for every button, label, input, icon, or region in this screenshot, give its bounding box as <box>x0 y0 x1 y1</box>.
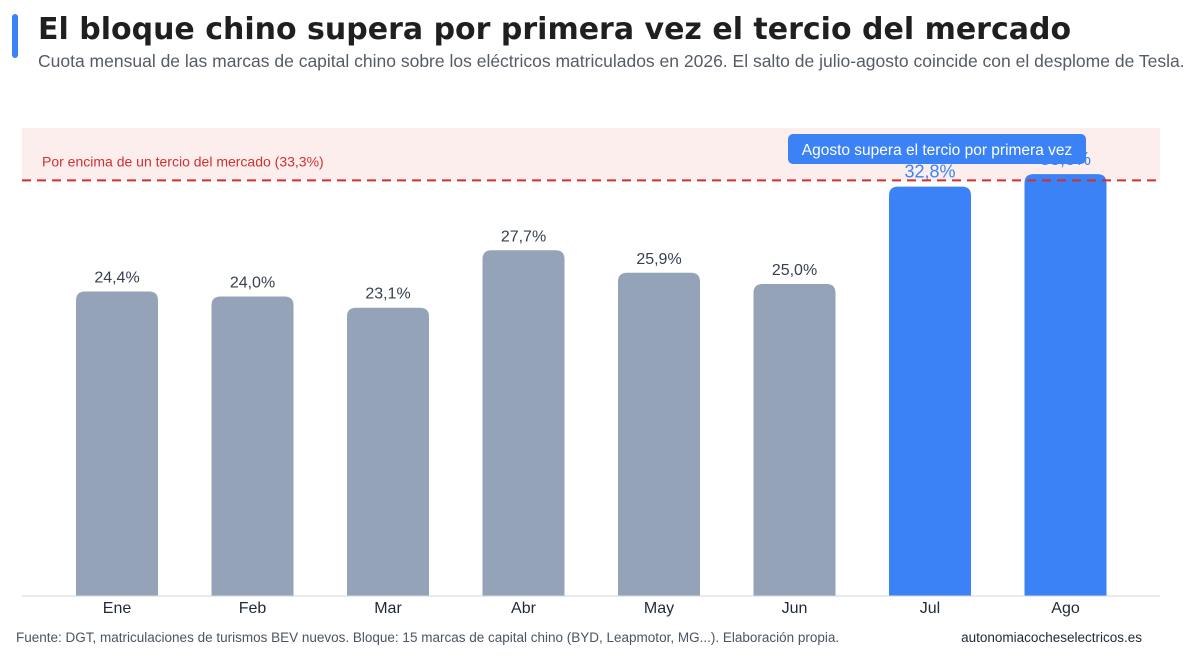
value-label-jun: 25,0% <box>772 262 817 279</box>
x-tick-label-abr: Abr <box>511 600 537 617</box>
chart-subtitle: Cuota mensual de las marcas de capital c… <box>38 51 1185 71</box>
bar-feb <box>211 296 294 596</box>
x-tick-label-ene: Ene <box>103 600 132 617</box>
bar-abr <box>482 250 565 596</box>
value-label-jul: 32,8% <box>904 162 955 182</box>
x-tick-label-mar: Mar <box>374 600 402 617</box>
bar-jun <box>753 284 836 596</box>
x-tick-label-feb: Feb <box>239 600 267 617</box>
x-tick-label-jun: Jun <box>782 600 808 617</box>
value-label-feb: 24,0% <box>230 274 275 291</box>
title-accent-bar <box>12 14 18 58</box>
bar-ene <box>76 291 158 596</box>
bar-may <box>618 272 700 596</box>
value-label-may: 25,9% <box>636 251 681 268</box>
annotation-box <box>788 134 1086 164</box>
value-label-mar: 23,1% <box>365 286 410 303</box>
x-tick-label-may: May <box>644 600 674 617</box>
x-tick-label-jul: Jul <box>920 600 940 617</box>
threshold-label: Por encima de un tercio del mercado (33,… <box>42 153 324 169</box>
source-note: Fuente: DGT, matriculaciones de turismos… <box>16 630 840 645</box>
value-label-abr: 27,7% <box>501 228 546 245</box>
annotation-text: Agosto supera el tercio por primera vez <box>802 142 1073 159</box>
x-tick-label-ago: Ago <box>1051 600 1080 617</box>
chart-title: El bloque chino supera por primera vez e… <box>38 12 1072 47</box>
bar-jul <box>889 186 971 596</box>
site-credit: autonomiacocheselectricos.es <box>961 630 1142 645</box>
bar-mar <box>347 307 429 596</box>
value-label-ene: 24,4% <box>94 269 139 286</box>
bar-ago <box>1024 174 1107 596</box>
